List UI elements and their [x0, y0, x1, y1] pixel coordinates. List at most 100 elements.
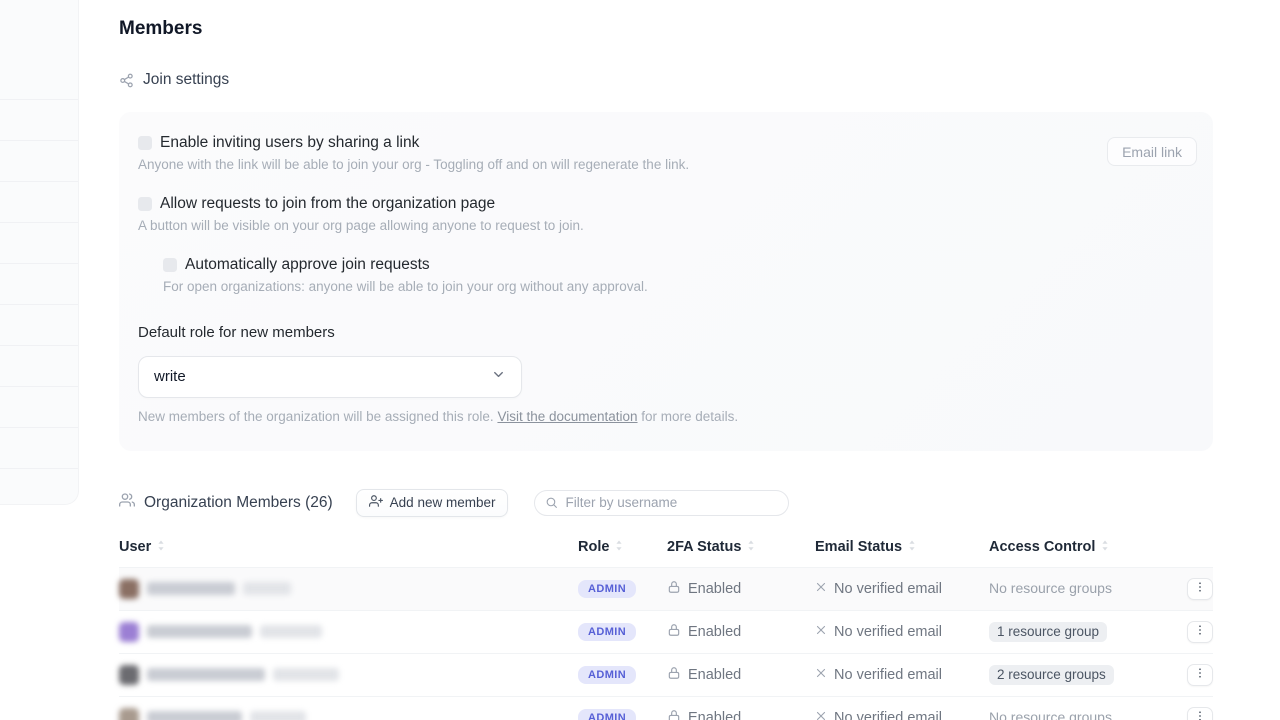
sort-arrows-icon	[615, 539, 623, 556]
default-role-help: New members of the organization will be …	[138, 409, 1194, 424]
left-panel-divider	[0, 345, 78, 346]
role-badge: ADMIN	[578, 709, 637, 720]
avatar	[119, 707, 139, 720]
filter-username-input[interactable]	[534, 489, 790, 516]
twofa-status-text: Enabled	[688, 580, 742, 597]
default-role-label: Default role for new members	[138, 323, 335, 341]
access-control-text: 1 resource group	[989, 621, 1108, 642]
row-actions-button[interactable]	[1187, 620, 1213, 643]
header-label: Email Status	[815, 539, 903, 556]
table-row: ADMIN Enabled No verified email No resou…	[119, 567, 1213, 611]
email-status-text: No verified email	[834, 623, 942, 640]
twofa-cell: Enabled	[667, 666, 815, 684]
header-2fa-status[interactable]: 2FA Status	[667, 539, 815, 556]
role-badge: ADMIN	[578, 623, 637, 642]
option-invite-link: Enable inviting users by sharing a link …	[138, 134, 1194, 174]
user-cell[interactable]	[119, 578, 578, 599]
join-settings-card: Email link Enable inviting users by shar…	[119, 112, 1213, 451]
actions-cell	[1187, 663, 1213, 686]
email-status-cell: No verified email	[815, 710, 989, 720]
user-cell[interactable]	[119, 664, 578, 685]
avatar	[119, 578, 139, 599]
default-role-select[interactable]: write	[138, 355, 522, 398]
documentation-link[interactable]: Visit the documentation	[497, 408, 638, 424]
kebab-icon	[1194, 709, 1206, 720]
join-settings-header: Join settings	[119, 71, 1213, 89]
left-panel-divider	[0, 99, 78, 100]
share-network-icon	[119, 73, 134, 88]
role-cell: ADMIN	[578, 579, 667, 599]
sort-arrows-icon	[747, 539, 755, 556]
row-actions-button[interactable]	[1187, 663, 1213, 686]
lock-icon	[667, 709, 681, 720]
access-control-text: 2 resource groups	[989, 664, 1114, 685]
access-control-text: No resource groups	[989, 579, 1112, 596]
redacted-fullname	[273, 668, 339, 682]
kebab-icon	[1194, 666, 1206, 683]
user-cell[interactable]	[119, 621, 578, 642]
add-member-label: Add new member	[389, 495, 496, 511]
sort-arrows-icon	[157, 539, 165, 556]
help-text: for more details.	[637, 408, 739, 424]
header-user[interactable]: User	[119, 539, 578, 556]
join-requests-checkbox[interactable]	[138, 197, 152, 212]
members-toolbar: Organization Members (26) Add new member	[119, 488, 1213, 517]
row-actions-button[interactable]	[1187, 577, 1213, 600]
header-label: Access Control	[989, 539, 1096, 556]
user-cell[interactable]	[119, 707, 578, 720]
role-cell: ADMIN	[578, 622, 667, 642]
redacted-fullname	[250, 711, 306, 720]
sort-arrows-icon	[1101, 539, 1109, 556]
main-content: Members Join settings Email link Enable …	[119, 0, 1213, 720]
redacted-fullname	[260, 625, 322, 639]
twofa-cell: Enabled	[667, 709, 815, 720]
sort-arrows-icon	[908, 539, 916, 556]
header-label: Role	[578, 539, 610, 556]
twofa-cell: Enabled	[667, 580, 815, 598]
avatar	[119, 664, 139, 685]
twofa-status-text: Enabled	[688, 709, 742, 720]
left-panel-divider	[0, 304, 78, 305]
email-status-text: No verified email	[834, 709, 942, 720]
users-icon	[119, 492, 135, 513]
access-control-cell: 2 resource groups	[989, 664, 1187, 685]
auto-approve-checkbox[interactable]	[163, 258, 177, 273]
redacted-username	[147, 582, 235, 596]
row-actions-button[interactable]	[1187, 706, 1213, 720]
members-title-group: Organization Members (26)	[119, 492, 333, 513]
invite-link-checkbox[interactable]	[138, 136, 152, 150]
redacted-fullname	[243, 582, 291, 596]
access-control-cell: No resource groups	[989, 580, 1187, 598]
redacted-username	[147, 711, 242, 720]
header-access-control[interactable]: Access Control	[989, 539, 1187, 556]
table-row: ADMIN Enabled No verified email No resou…	[119, 697, 1213, 720]
access-control-cell: No resource groups	[989, 709, 1187, 720]
table-body: ADMIN Enabled No verified email No resou…	[119, 567, 1213, 720]
avatar	[119, 621, 139, 642]
lock-icon	[667, 580, 681, 598]
left-panel-divider	[0, 468, 78, 469]
header-role[interactable]: Role	[578, 539, 667, 556]
filter-wrap	[534, 489, 790, 516]
email-link-button[interactable]: Email link	[1107, 137, 1197, 166]
option-description: A button will be visible on your org pag…	[138, 218, 584, 234]
header-label: 2FA Status	[667, 539, 742, 556]
role-badge: ADMIN	[578, 666, 637, 685]
actions-cell	[1187, 620, 1213, 643]
x-icon	[815, 667, 827, 683]
role-cell: ADMIN	[578, 665, 667, 685]
left-panel-divider	[0, 140, 78, 141]
left-panel-divider	[0, 222, 78, 223]
option-description: For open organizations: anyone will be a…	[163, 279, 648, 295]
page-title: Members	[119, 18, 203, 39]
twofa-status-text: Enabled	[688, 666, 742, 683]
access-control-text: No resource groups	[989, 708, 1112, 720]
header-email-status[interactable]: Email Status	[815, 539, 989, 556]
join-settings-title: Join settings	[143, 71, 230, 88]
x-icon	[815, 710, 827, 720]
redacted-username	[147, 625, 252, 639]
kebab-icon	[1194, 580, 1206, 597]
add-member-button[interactable]: Add new member	[355, 488, 509, 517]
left-panel-divider	[0, 263, 78, 264]
left-panel-divider	[0, 386, 78, 387]
